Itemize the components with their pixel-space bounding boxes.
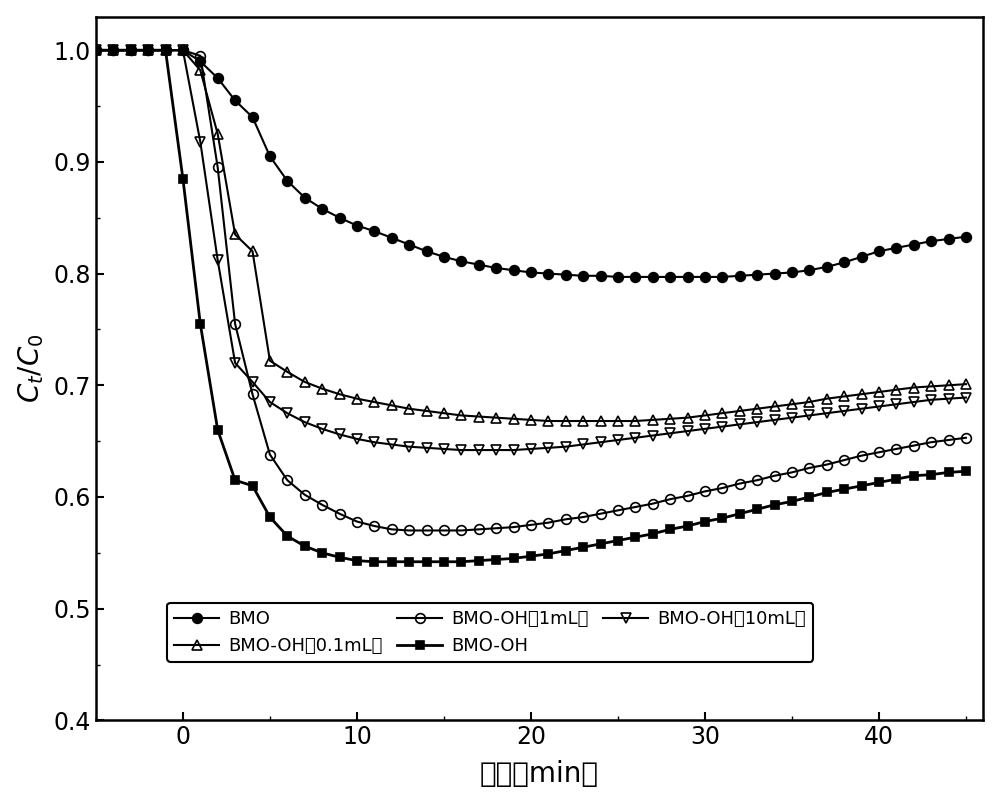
BMO-OH [734,509,746,518]
BMO-OH(10mL) [682,426,694,436]
BMO-OH(10mL) [368,437,380,447]
BMO-OH [943,468,955,477]
BMO-OH(1mL) [351,517,363,526]
BMO [368,226,380,236]
BMO-OH [281,531,293,541]
BMO-OH(10mL) [960,393,972,402]
BMO-OH(10mL) [943,394,955,403]
BMO-OH(0.1mL) [943,381,955,390]
BMO-OH(1mL) [281,476,293,485]
BMO-OH(0.1mL) [682,413,694,423]
BMO-OH(0.1mL) [960,379,972,389]
Line: BMO: BMO [91,45,971,282]
X-axis label: 时间（min）: 时间（min） [480,761,599,788]
BMO [682,272,694,282]
BMO-OH(0.1mL) [90,45,102,55]
BMO-OH(1mL) [403,526,415,535]
BMO-OH(10mL) [734,419,746,429]
BMO-OH(1mL) [734,479,746,489]
BMO-OH(0.1mL) [734,407,746,416]
BMO-OH(1mL) [368,521,380,530]
BMO-OH [90,45,102,55]
BMO [351,221,363,230]
BMO-OH [351,555,363,565]
BMO [734,271,746,281]
BMO-OH(0.1mL) [368,397,380,407]
BMO-OH(0.1mL) [351,394,363,403]
BMO-OH [368,557,380,567]
BMO-OH [682,521,694,530]
Line: BMO-OH(0.1mL): BMO-OH(0.1mL) [91,45,971,426]
BMO [281,176,293,186]
Line: BMO-OH: BMO-OH [92,46,970,566]
BMO-OH(10mL) [90,45,102,55]
BMO-OH [960,466,972,476]
Y-axis label: $C_t$/$C_0$: $C_t$/$C_0$ [17,334,46,403]
Line: BMO-OH(10mL): BMO-OH(10mL) [91,45,971,455]
BMO [612,272,624,282]
BMO [943,234,955,244]
BMO-OH(10mL) [455,445,467,455]
BMO-OH(1mL) [682,491,694,501]
BMO-OH(0.1mL) [542,416,554,426]
BMO-OH(1mL) [90,45,102,55]
BMO [960,232,972,241]
BMO-OH(0.1mL) [281,367,293,377]
BMO-OH(1mL) [943,436,955,445]
BMO [90,45,102,55]
Line: BMO-OH(1mL): BMO-OH(1mL) [91,45,971,535]
BMO-OH(1mL) [960,433,972,443]
BMO-OH(10mL) [351,434,363,444]
BMO-OH(10mL) [281,408,293,418]
BMO-OH [386,557,398,567]
Legend: BMO, BMO-OH（0.1mL）, BMO-OH（1mL）, BMO-OH, BMO-OH（10mL）: BMO, BMO-OH（0.1mL）, BMO-OH（1mL）, BMO-OH,… [167,603,813,662]
